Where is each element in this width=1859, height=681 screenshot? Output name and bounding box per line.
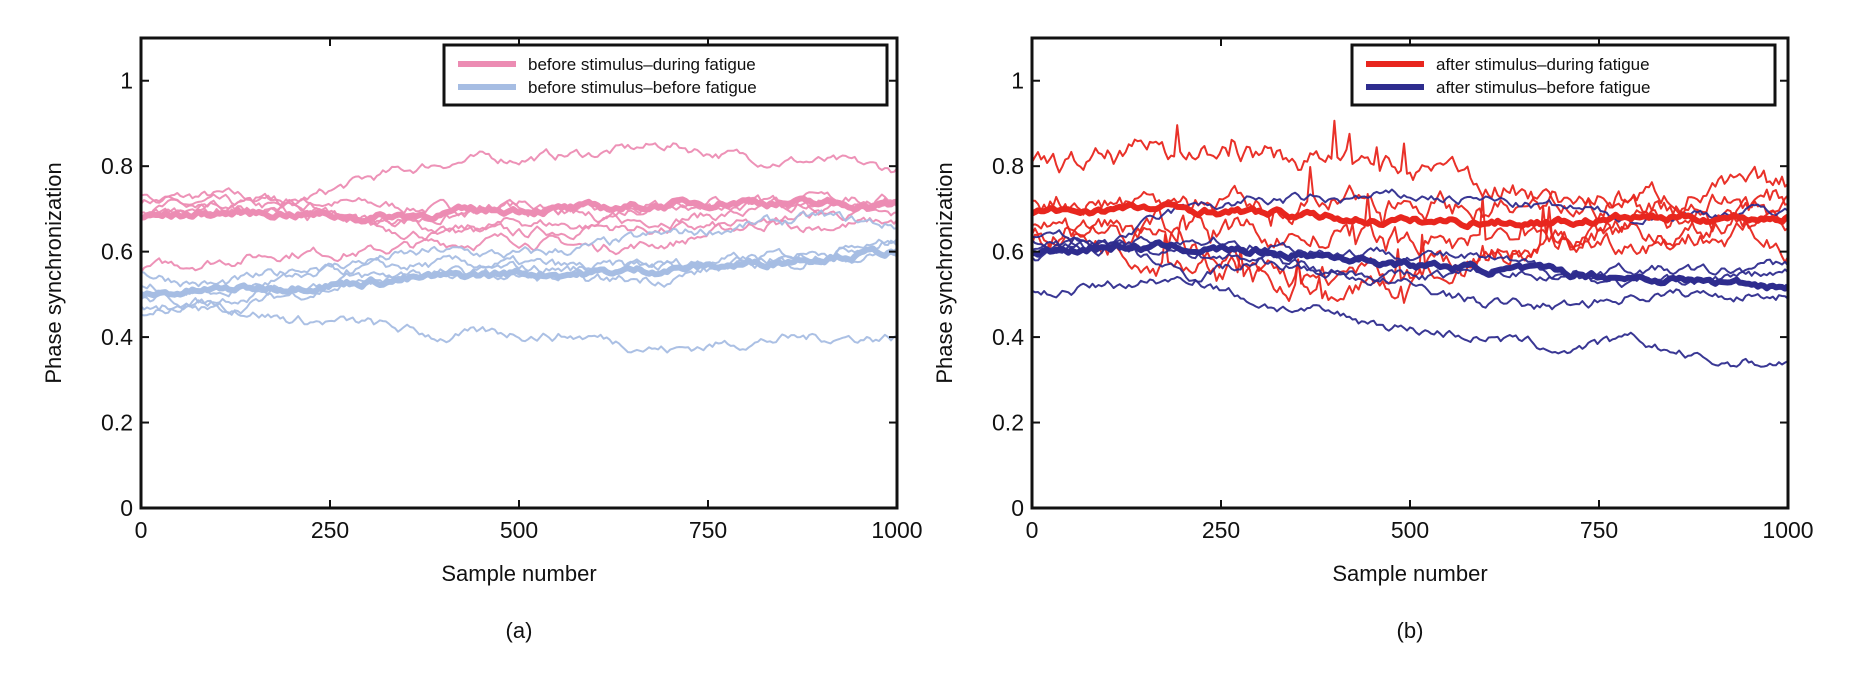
x-tick-label: 500 <box>1391 517 1429 543</box>
x-tick-label: 0 <box>135 517 148 543</box>
legend-box <box>1350 43 1777 107</box>
panel-label: (a) <box>506 618 533 643</box>
y-tick-label: 1 <box>120 68 133 94</box>
trial-line-before-stimulus-before-fatigue <box>141 238 897 298</box>
mean-line-before-stimulus-during-fatigue <box>141 195 897 225</box>
x-axis-label: Sample number <box>1332 561 1487 586</box>
y-tick-label: 0.8 <box>101 153 133 179</box>
series-group <box>141 142 897 354</box>
panel-label: (b) <box>1397 618 1424 643</box>
trial-line-before-stimulus-before-fatigue <box>141 292 897 354</box>
y-axis-label: Phase synchronization <box>932 162 957 383</box>
y-tick-label: 0.2 <box>101 410 133 436</box>
x-tick-label: 250 <box>1202 517 1240 543</box>
y-tick-label: 0.8 <box>992 153 1024 179</box>
y-tick-label: 0 <box>120 495 133 521</box>
x-tick-label: 1000 <box>1762 517 1813 543</box>
panel-a: 0 250 500 750 1000 0 0.2 0.4 0.6 0.8 1 Sample numbe… <box>41 36 923 643</box>
x-tick-label: 0 <box>1026 517 1039 543</box>
y-tick-label: 0.2 <box>992 410 1024 436</box>
x-axis-label: Sample number <box>441 561 596 586</box>
x-tick-label: 750 <box>1580 517 1618 543</box>
y-tick-label: 0.6 <box>992 239 1024 265</box>
legend-box <box>442 43 889 107</box>
y-tick-label: 1 <box>1011 68 1024 94</box>
x-tick-label: 500 <box>500 517 538 543</box>
y-axis-label: Phase synchronization <box>41 162 66 383</box>
legend: before stimulus–during fatigue before sti… <box>442 43 889 107</box>
mean-line-after-stimulus-before-fatigue <box>1032 239 1788 292</box>
panel-b: 0 250 500 750 1000 0 0.2 0.4 0.6 0.8 1 Sample numbe… <box>932 36 1814 643</box>
trial-line-after-stimulus-before-fatigue <box>1032 236 1788 368</box>
trial-line-before-stimulus-during-fatigue <box>141 142 897 210</box>
y-tick-label: 0 <box>1011 495 1024 521</box>
trial-line-after-stimulus-before-fatigue <box>1032 229 1788 311</box>
trial-line-after-stimulus-during-fatigue <box>1032 166 1788 228</box>
legend-label: after stimulus–during fatigue <box>1436 55 1650 74</box>
y-tick-label: 0.4 <box>101 324 133 350</box>
x-tick-label: 1000 <box>871 517 922 543</box>
y-tick-label: 0.6 <box>101 239 133 265</box>
legend-label: before stimulus–during fatigue <box>528 55 756 74</box>
legend: after stimulus–during fatigue after stimu… <box>1350 43 1777 107</box>
series-group <box>1032 119 1788 368</box>
trial-line-before-stimulus-before-fatigue <box>141 209 897 288</box>
trial-line-before-stimulus-during-fatigue <box>141 207 897 274</box>
x-tick-label: 250 <box>311 517 349 543</box>
trial-line-after-stimulus-during-fatigue <box>1032 119 1788 215</box>
mean-line-before-stimulus-before-fatigue <box>141 245 897 299</box>
trial-line-after-stimulus-before-fatigue <box>1032 253 1788 299</box>
mean-line-after-stimulus-during-fatigue <box>1032 201 1788 231</box>
legend-label: before stimulus–before fatigue <box>528 78 757 97</box>
x-tick-label: 750 <box>689 517 727 543</box>
y-tick-label: 0.4 <box>992 324 1024 350</box>
legend-label: after stimulus–before fatigue <box>1436 78 1651 97</box>
trial-line-after-stimulus-during-fatigue <box>1032 206 1788 288</box>
